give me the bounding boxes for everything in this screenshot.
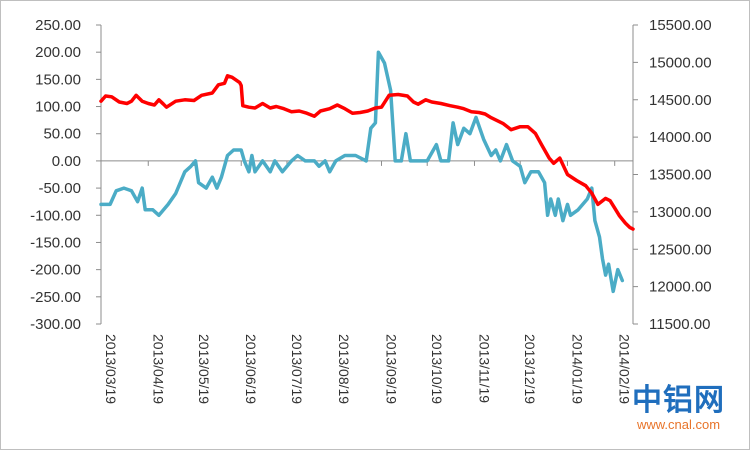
x-axis-tick-label: 2013/05/19 <box>196 334 212 404</box>
series-line-left-axis <box>99 50 625 294</box>
series-line-right-axis <box>99 74 635 231</box>
left-axis-tick-label: 200.00 <box>35 44 81 61</box>
left-axis-tick-label: 0.00 <box>52 153 81 170</box>
x-axis-tick-label: 2013/09/19 <box>383 334 399 404</box>
left-axis-tick-label: -150.00 <box>30 234 81 251</box>
x-axis-tick-labels: 2013/03/19 2013/04/19 2013/05/19 2013/06/19… <box>103 334 633 404</box>
left-axis-tick-label: -200.00 <box>30 262 81 279</box>
x-axis-tick-label: 2013/03/19 <box>103 334 119 404</box>
watermark-brand: 中铝网 <box>632 383 725 418</box>
left-axis-tick-labels: 250.00 200.00 150.00 100.00 50.00 0.00 -50.00 -… <box>30 17 81 333</box>
left-axis-tick-label: -300.00 <box>30 316 81 333</box>
right-axis-tick-label: 14500.00 <box>649 92 712 109</box>
x-axis-tick-label: 2013/10/19 <box>429 334 445 404</box>
watermark-logo: 中铝网 www.cnal.com <box>632 385 725 433</box>
watermark-url: www.cnal.com <box>636 417 721 432</box>
left-axis-tick-label: 250.00 <box>35 17 81 34</box>
right-axis-tick-label: 12000.00 <box>649 279 712 296</box>
left-axis-tick-label: 150.00 <box>35 71 81 88</box>
right-axis-tick-label: 13500.00 <box>649 167 712 184</box>
x-axis-tick-label: 2013/07/19 <box>289 334 305 404</box>
x-axis-tick-label: 2013/08/19 <box>336 334 352 404</box>
x-axis-tick-label: 2013/11/19 <box>476 334 492 403</box>
left-axis-tick-label: 50.00 <box>43 126 81 143</box>
right-axis-tick-labels: 15500.00 15000.00 14500.00 14000.00 13500.00… <box>649 17 712 333</box>
x-axis-tick-label: 2014/02/19 <box>617 334 633 404</box>
x-axis-tick-label: 2013/04/19 <box>150 334 166 404</box>
right-axis-tick-label: 14000.00 <box>649 129 712 146</box>
right-axis-tick-label: 11500.00 <box>649 316 710 333</box>
left-axis-tick-label: -250.00 <box>30 289 81 306</box>
x-axis-tick-label: 2013/06/19 <box>243 334 259 404</box>
right-axis-tick-label: 15000.00 <box>649 54 712 71</box>
left-axis-tick-label: 100.00 <box>35 99 81 116</box>
axes <box>96 24 638 325</box>
right-axis-tick-label: 13000.00 <box>649 204 712 221</box>
right-axis-tick-label: 15500.00 <box>649 17 712 34</box>
right-axis-tick-label: 12500.00 <box>649 241 712 258</box>
left-axis-tick-label: -50.00 <box>38 180 81 197</box>
series-layer <box>99 50 635 294</box>
x-axis-tick-label: 2013/12/19 <box>522 334 538 404</box>
left-axis-tick-label: -100.00 <box>30 207 81 224</box>
x-axis-tick-label: 2014/01/19 <box>569 334 585 404</box>
